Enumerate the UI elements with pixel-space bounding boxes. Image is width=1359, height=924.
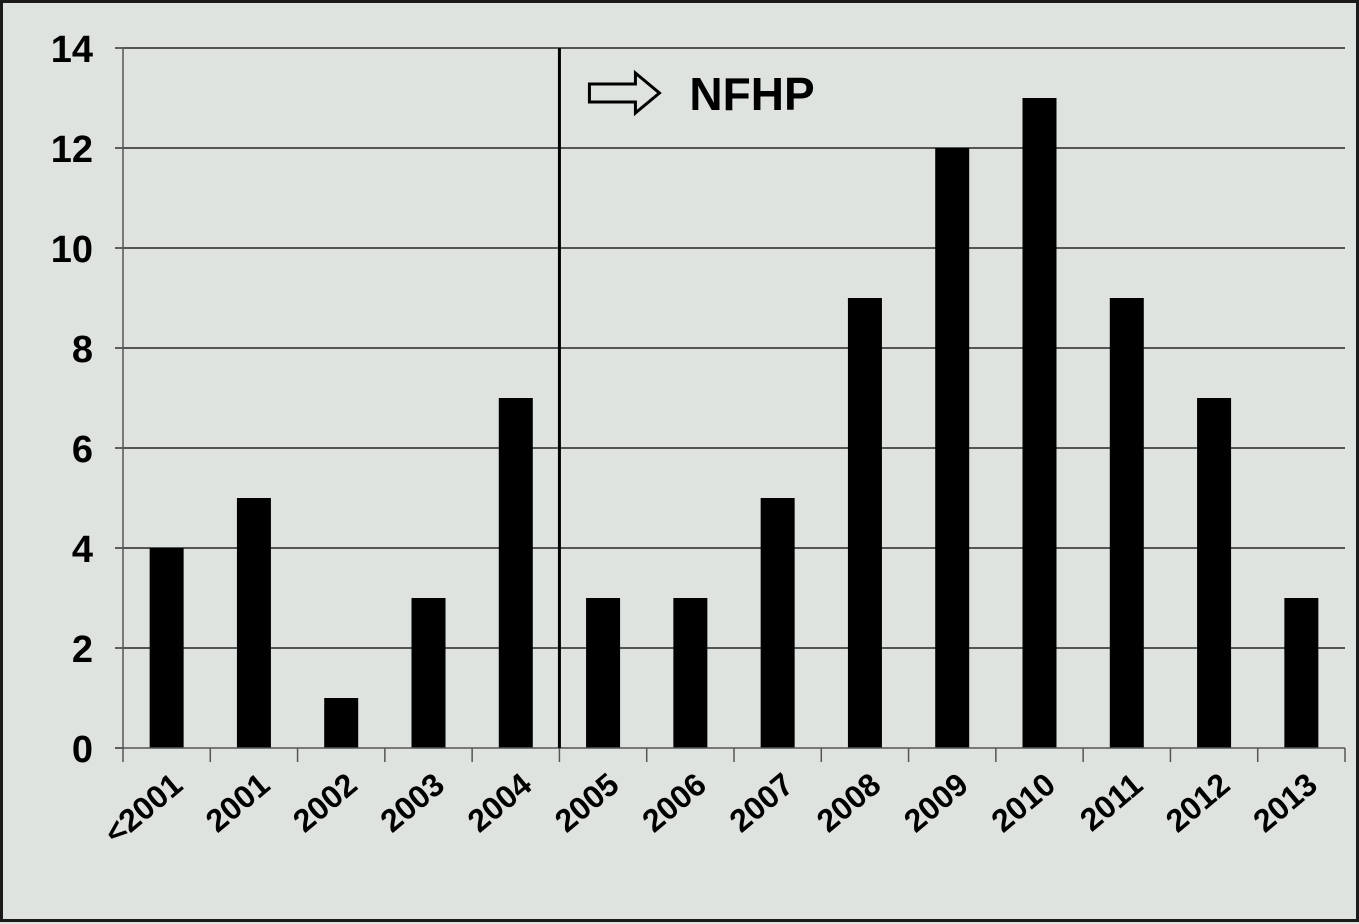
bar-2001 xyxy=(236,498,271,748)
y-tick-label: 0 xyxy=(72,729,93,771)
bar-2012 xyxy=(1197,398,1232,748)
x-tick-label: 2005 xyxy=(548,766,626,839)
bar-2013 xyxy=(1284,598,1319,748)
bar-2010 xyxy=(1022,98,1057,748)
bar-2005 xyxy=(586,598,621,748)
x-tick-label: <2001 xyxy=(97,766,189,851)
bar-2002 xyxy=(324,698,359,748)
x-tick-label: 2012 xyxy=(1159,766,1237,839)
x-tick-label: 2007 xyxy=(722,766,800,839)
y-tick-label: 8 xyxy=(72,329,93,371)
y-tick-label: 10 xyxy=(51,229,93,271)
right-arrow-outline-icon xyxy=(587,69,662,117)
y-tick-labels: 0 2 4 6 8 10 12 14 xyxy=(51,29,93,771)
y-tick-label: 12 xyxy=(51,129,93,171)
bar-2008 xyxy=(847,298,882,748)
bar-2011 xyxy=(1109,298,1144,748)
nfhp-annotation-label: NFHP xyxy=(689,68,814,120)
bar-2006 xyxy=(673,598,708,748)
x-tick-labels: <2001 2001 2002 2003 2004 2005 2006 2007 2008 200… xyxy=(97,766,1324,851)
x-tick-label: 2003 xyxy=(373,766,451,839)
x-tick-label: 2006 xyxy=(635,766,713,839)
bar-2007 xyxy=(760,498,795,748)
y-tick-label: 4 xyxy=(72,529,93,571)
annotation: NFHP xyxy=(557,48,815,748)
x-tick-label: 2011 xyxy=(1073,766,1149,838)
x-tick-label: 2008 xyxy=(810,766,888,839)
bar-2004 xyxy=(498,398,533,748)
x-tick-label: 2001 xyxy=(199,766,277,839)
x-tick-label: 2013 xyxy=(1246,766,1324,839)
bars xyxy=(149,98,1319,748)
bar-<2001 xyxy=(149,548,184,748)
bar-2009 xyxy=(935,148,970,748)
y-tick-label: 2 xyxy=(72,629,93,671)
x-tick-label: 2002 xyxy=(286,766,364,839)
x-tick-label: 2004 xyxy=(461,766,539,839)
x-tick-label: 2010 xyxy=(984,766,1062,839)
bar-2003 xyxy=(411,598,446,748)
x-tick-label: 2009 xyxy=(897,766,975,839)
y-tick-label: 6 xyxy=(72,429,93,471)
axes xyxy=(115,47,1346,762)
y-tick-label: 14 xyxy=(51,29,93,71)
gridlines xyxy=(123,47,1345,649)
